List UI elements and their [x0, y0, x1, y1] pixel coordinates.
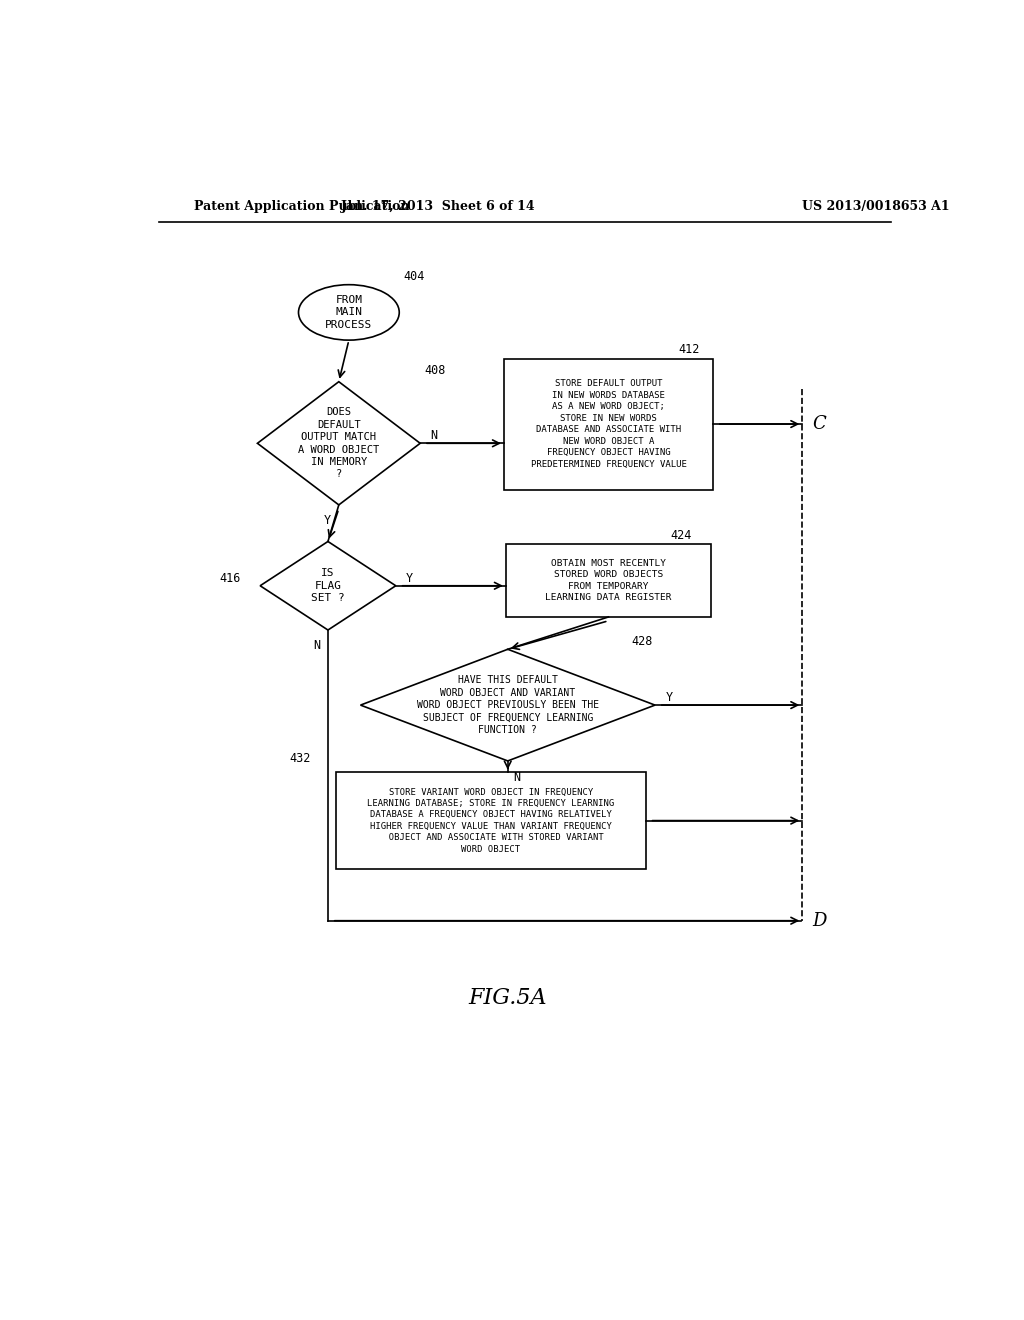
Text: Jan. 17, 2013  Sheet 6 of 14: Jan. 17, 2013 Sheet 6 of 14 — [341, 199, 536, 213]
Text: US 2013/0018653 A1: US 2013/0018653 A1 — [802, 199, 950, 213]
Text: D: D — [812, 912, 826, 929]
Bar — [504, 359, 713, 490]
Text: 424: 424 — [671, 529, 692, 543]
Text: HAVE THIS DEFAULT
WORD OBJECT AND VARIANT
WORD OBJECT PREVIOUSLY BEEN THE
SUBJEC: HAVE THIS DEFAULT WORD OBJECT AND VARIAN… — [417, 676, 599, 735]
Text: N: N — [430, 429, 437, 442]
Polygon shape — [257, 381, 420, 506]
Polygon shape — [260, 541, 395, 630]
Text: 416: 416 — [220, 572, 242, 585]
Polygon shape — [360, 649, 655, 760]
Text: Patent Application Publication: Patent Application Publication — [194, 199, 410, 213]
Text: FROM
MAIN
PROCESS: FROM MAIN PROCESS — [326, 294, 373, 330]
Text: 428: 428 — [632, 635, 653, 648]
Text: STORE VARIANT WORD OBJECT IN FREQUENCY
LEARNING DATABASE; STORE IN FREQUENCY LEA: STORE VARIANT WORD OBJECT IN FREQUENCY L… — [367, 788, 614, 854]
Text: Y: Y — [666, 690, 673, 704]
Text: N: N — [312, 639, 319, 652]
Text: 408: 408 — [424, 363, 445, 376]
Text: OBTAIN MOST RECENTLY
STORED WORD OBJECTS
FROM TEMPORARY
LEARNING DATA REGISTER: OBTAIN MOST RECENTLY STORED WORD OBJECTS… — [545, 558, 672, 602]
Text: FIG.5A: FIG.5A — [468, 987, 547, 1008]
Text: N: N — [513, 771, 520, 784]
Text: IS
FLAG
SET ?: IS FLAG SET ? — [311, 569, 345, 603]
Text: DOES
DEFAULT
OUTPUT MATCH
A WORD OBJECT
IN MEMORY
?: DOES DEFAULT OUTPUT MATCH A WORD OBJECT … — [298, 408, 380, 479]
Text: 404: 404 — [403, 271, 425, 284]
Text: Y: Y — [324, 513, 331, 527]
Bar — [336, 772, 646, 869]
Text: 432: 432 — [289, 752, 310, 766]
Ellipse shape — [299, 285, 399, 341]
Text: C: C — [812, 414, 826, 433]
Bar — [506, 544, 712, 616]
Text: STORE DEFAULT OUTPUT
IN NEW WORDS DATABASE
AS A NEW WORD OBJECT;
STORE IN NEW WO: STORE DEFAULT OUTPUT IN NEW WORDS DATABA… — [530, 379, 686, 469]
Text: Y: Y — [407, 572, 414, 585]
Text: 412: 412 — [678, 343, 699, 356]
